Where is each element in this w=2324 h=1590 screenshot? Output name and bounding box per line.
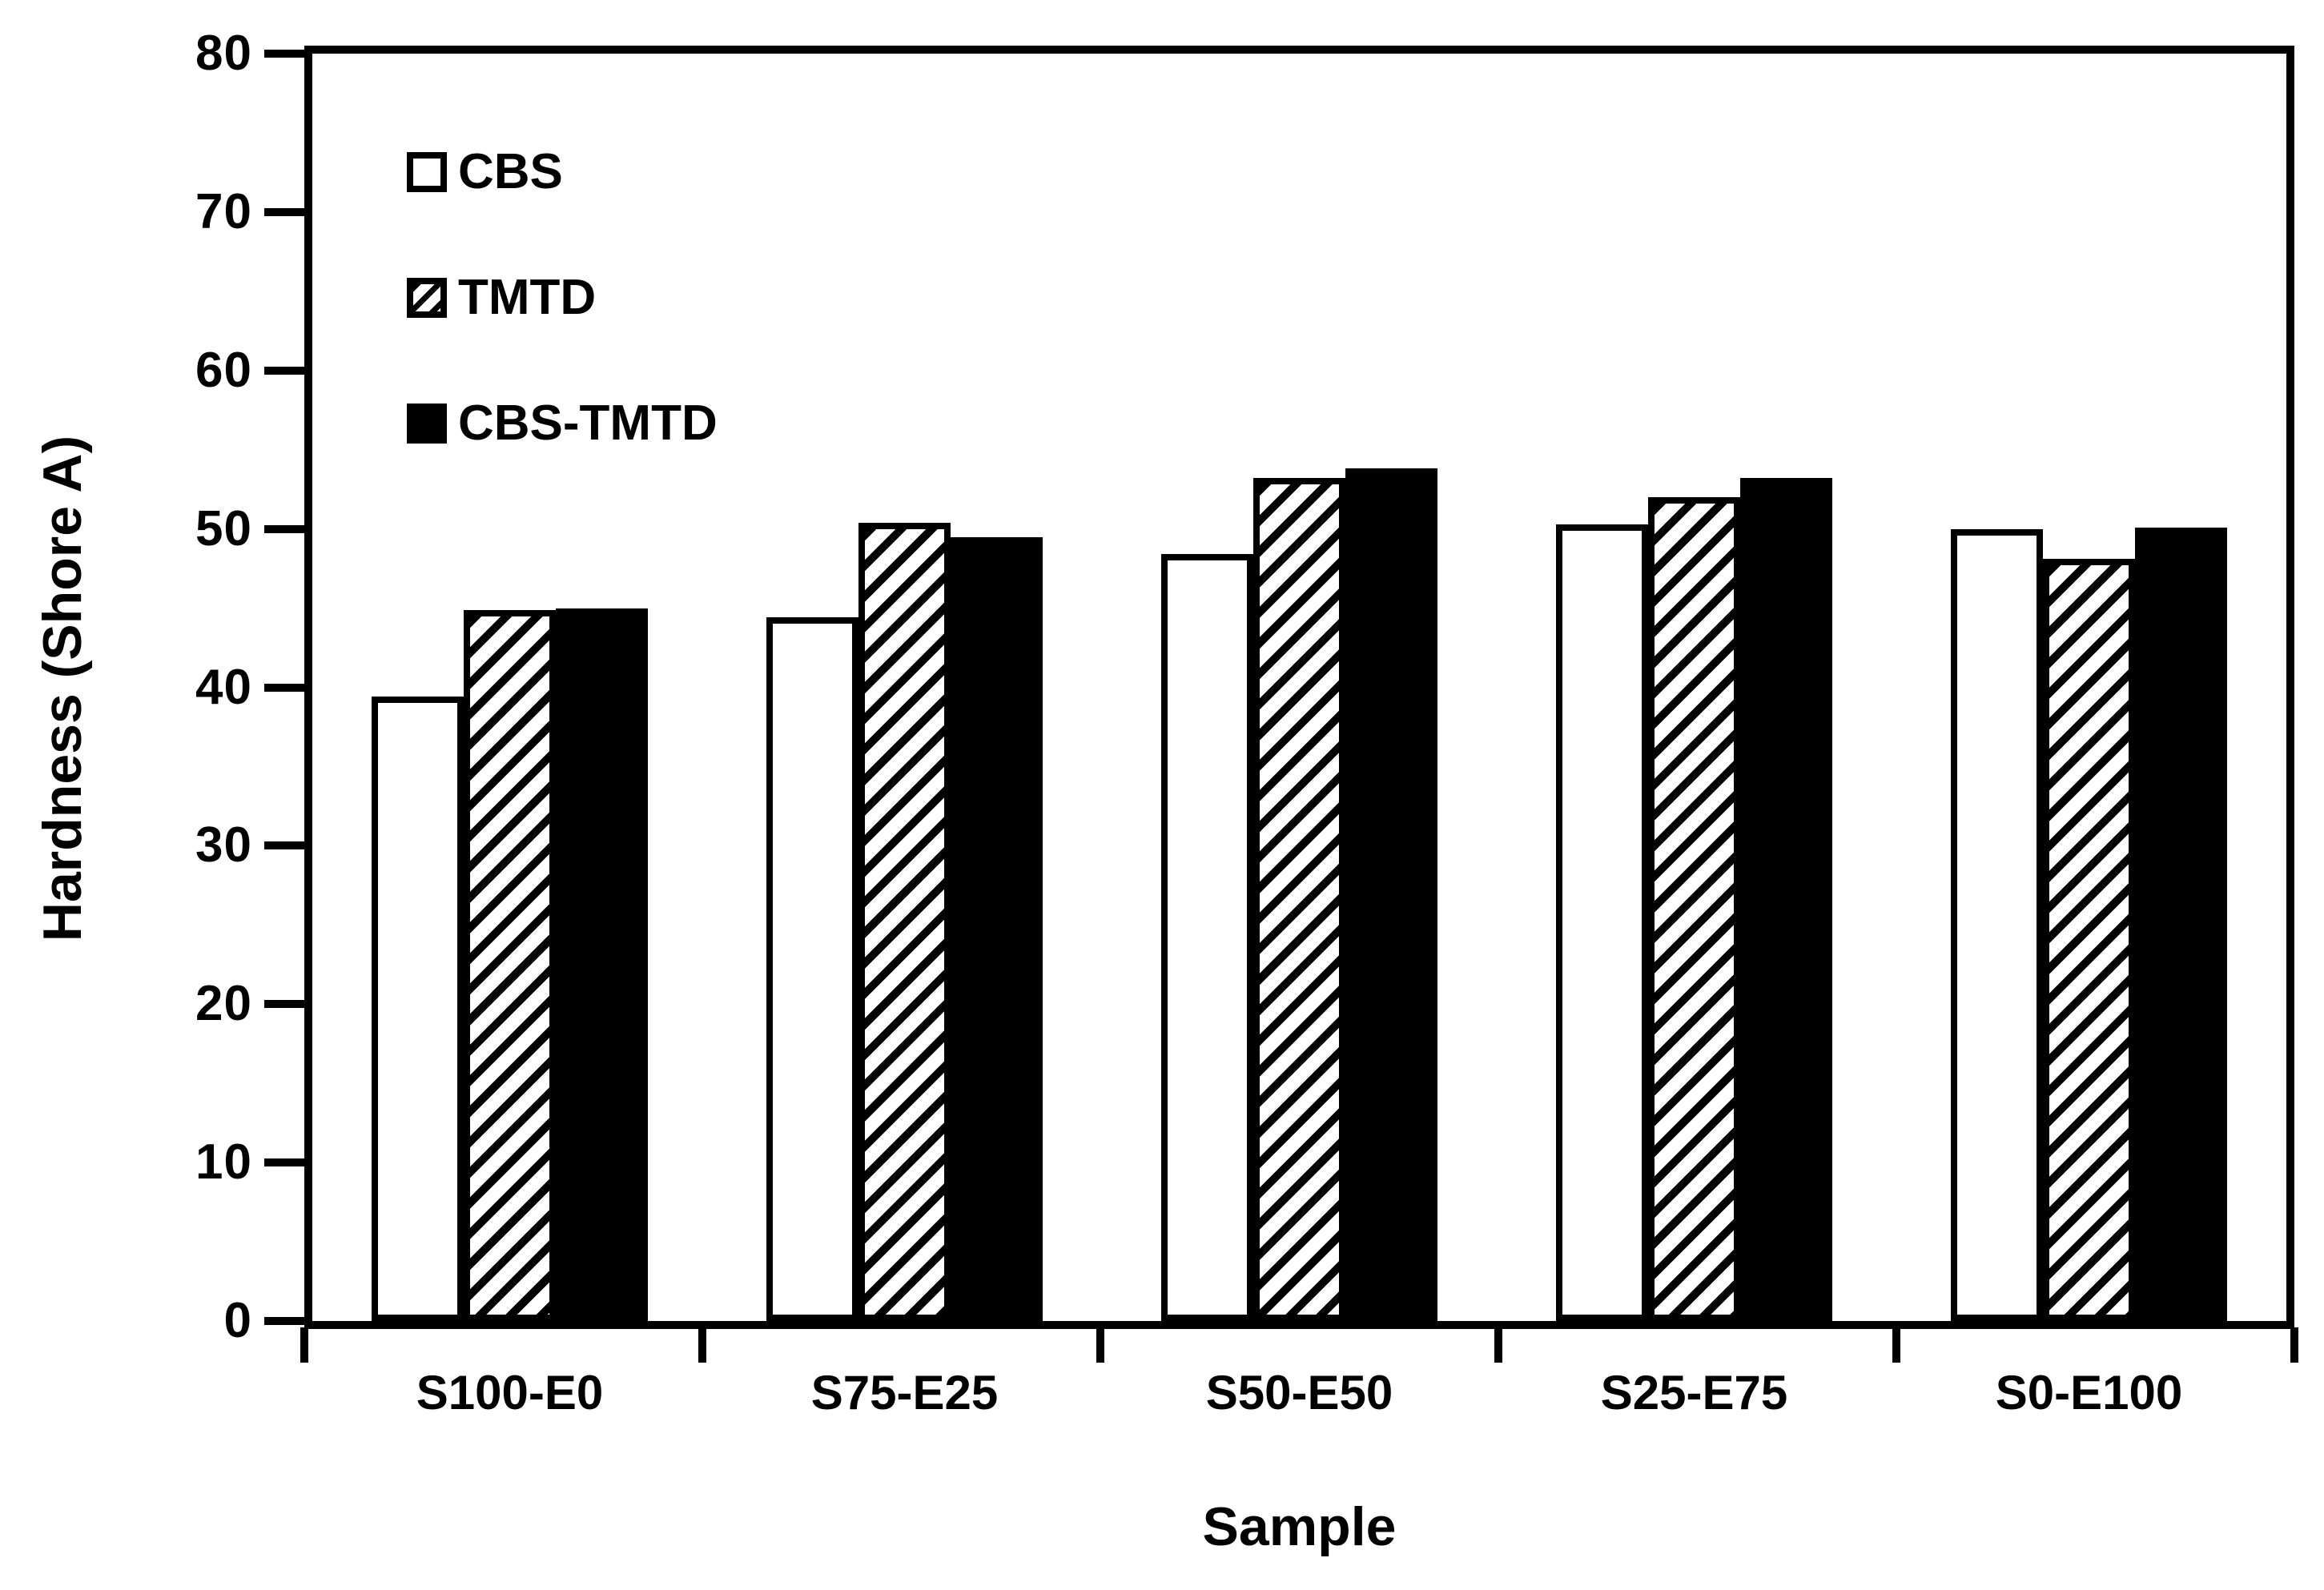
legend-item-tmtd: TMTD <box>407 269 718 326</box>
y-tick-mark <box>264 524 304 533</box>
bar-cbs-tmtd-s75-e25 <box>951 536 1043 1321</box>
y-tick-mark <box>264 50 304 58</box>
y-axis-title: Hardness (Shore A) <box>32 435 93 942</box>
legend: CBS TMTD CBS-TMTD <box>407 143 718 452</box>
y-tick-label: 60 <box>195 342 252 398</box>
legend-label: CBS-TMTD <box>458 395 718 451</box>
bar-cbs-s75-e25 <box>766 617 858 1321</box>
y-tick-label: 0 <box>223 1293 252 1348</box>
bar-tmtd-s100-e0 <box>464 609 556 1321</box>
y-tick-label: 40 <box>195 659 252 715</box>
x-category-label-s75-e25: S75-E25 <box>810 1366 999 1419</box>
bar-cbs-tmtd-s50-e50 <box>1345 468 1437 1321</box>
x-tick-mark <box>300 1327 308 1363</box>
bar-tmtd-s75-e25 <box>858 522 951 1321</box>
y-tick-label: 20 <box>195 976 252 1032</box>
bar-tmtd-s50-e50 <box>1253 478 1345 1321</box>
bar-cbs-tmtd-s0-e100 <box>2135 527 2227 1321</box>
x-category-label-s0-e100: S0-E100 <box>1995 1366 2183 1419</box>
x-tick-mark <box>698 1327 706 1363</box>
x-category-label-s25-e75: S25-E75 <box>1600 1366 1788 1419</box>
x-tick-mark <box>2290 1327 2298 1363</box>
legend-item-cbs: CBS <box>407 143 718 200</box>
x-tick-mark <box>1096 1327 1104 1363</box>
legend-swatch-black-icon <box>407 403 447 444</box>
y-tick-mark <box>264 1158 304 1167</box>
y-tick-label: 70 <box>195 183 252 239</box>
x-tick-mark <box>1892 1327 1900 1363</box>
y-tick-mark <box>264 683 304 692</box>
bar-cbs-s50-e50 <box>1161 554 1253 1321</box>
y-tick-label: 10 <box>195 1134 252 1190</box>
bar-cbs-s25-e75 <box>1556 524 1648 1321</box>
bar-cbs-tmtd-s100-e0 <box>556 608 648 1321</box>
plot-area: CBS TMTD CBS-TMTD <box>312 54 2286 1321</box>
x-tick-mark <box>1494 1327 1502 1363</box>
legend-swatch-hatched-icon <box>407 277 447 318</box>
legend-item-cbs-tmtd: CBS-TMTD <box>407 395 718 452</box>
bar-tmtd-s0-e100 <box>2043 559 2135 1321</box>
legend-swatch-white-icon <box>407 151 447 192</box>
y-tick-mark <box>264 841 304 850</box>
legend-label: TMTD <box>458 270 597 325</box>
y-tick-label: 30 <box>195 817 252 873</box>
y-tick-mark <box>264 207 304 216</box>
y-tick-mark <box>264 1000 304 1009</box>
x-category-label-s100-e0: S100-E0 <box>416 1366 604 1419</box>
x-axis-title: Sample <box>1202 1496 1397 1557</box>
y-tick-label: 80 <box>195 26 252 81</box>
y-tick-mark <box>264 366 304 375</box>
x-category-label-s50-e50: S50-E50 <box>1205 1366 1393 1419</box>
y-tick-label: 50 <box>195 500 252 556</box>
bar-cbs-tmtd-s25-e75 <box>1740 478 1832 1321</box>
legend-label: CBS <box>458 144 563 199</box>
bar-cbs-s100-e0 <box>372 697 464 1321</box>
y-tick-mark <box>264 1317 304 1325</box>
bar-cbs-s0-e100 <box>1951 528 2043 1321</box>
bar-tmtd-s25-e75 <box>1648 497 1740 1321</box>
